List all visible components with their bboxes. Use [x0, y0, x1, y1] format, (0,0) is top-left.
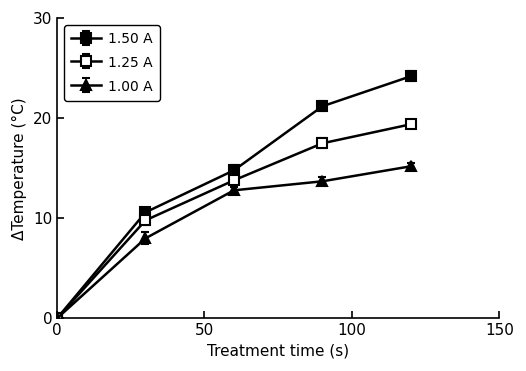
Legend: 1.50 A, 1.25 A, 1.00 A: 1.50 A, 1.25 A, 1.00 A	[64, 25, 160, 101]
Y-axis label: ΔTemperature (°C): ΔTemperature (°C)	[12, 97, 27, 240]
X-axis label: Treatment time (s): Treatment time (s)	[207, 344, 349, 359]
